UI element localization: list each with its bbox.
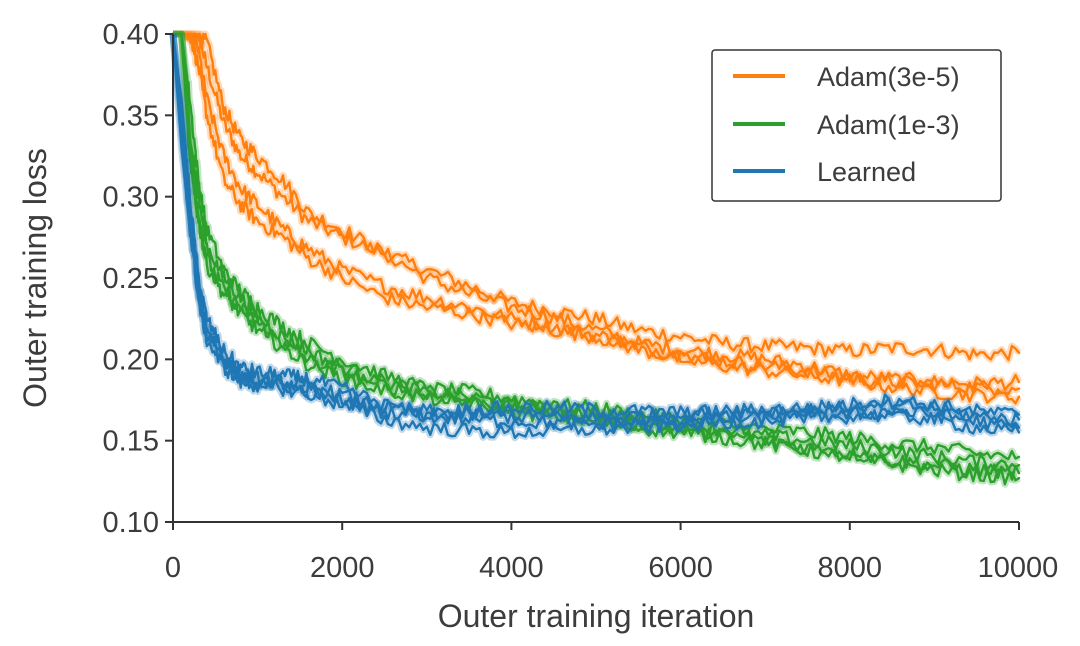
x-tick-label: 4000 (479, 552, 544, 584)
legend-entry-adam-3e-5: Adam(3e-5) (733, 62, 960, 92)
x-tick-label: 10000 (978, 552, 1059, 584)
y-tick-label: 0.40 (103, 19, 159, 51)
series-line-adam-3e-5-run-1 (171, 32, 1021, 362)
legend-label-adam-3e-5: Adam(3e-5) (817, 62, 960, 92)
y-tick-label: 0.30 (103, 182, 159, 214)
legend-entry-adam-1e-3: Adam(1e-3) (733, 110, 960, 140)
y-tick-label: 0.35 (103, 100, 159, 132)
series-line-learned-run-1 (171, 32, 1021, 432)
series-adam-1e-3 (170, 30, 1023, 488)
y-tick-label: 0.20 (103, 344, 159, 376)
series-line-learned-run-4 (171, 32, 1021, 439)
legend-box (711, 49, 1002, 202)
y-axis-label: Outer training loss (17, 148, 53, 408)
y-tick-label: 0.15 (103, 426, 159, 458)
series-line-adam-1e-3-run-3 (171, 32, 1021, 481)
x-ticks: 0 2000 4000 6000 8000 10000 (165, 522, 1058, 584)
y-ticks: 0.10 0.15 0.20 0.25 0.30 0.35 0.40 (103, 19, 173, 539)
x-tick-label: 8000 (818, 552, 883, 584)
series-line-adam-1e-3-run-1 (171, 32, 1021, 461)
legend-label-adam-1e-3: Adam(1e-3) (817, 110, 960, 140)
legend-label-learned: Learned (817, 157, 916, 187)
x-tick-label: 2000 (310, 552, 375, 584)
legend: Adam(3e-5) Adam(1e-3) Learned (711, 49, 1002, 202)
legend-entry-learned: Learned (733, 157, 916, 187)
x-tick-label: 0 (165, 552, 181, 584)
series-line-adam-1e-3-run-2 (171, 32, 1021, 472)
x-axis-label: Outer training iteration (438, 598, 755, 634)
y-tick-label: 0.10 (103, 507, 159, 539)
series-learned (169, 32, 1023, 442)
plot-area (169, 30, 1023, 488)
series-adam-3e-5 (170, 30, 1023, 407)
series-line-adam-3e-5-run-2 (171, 32, 1021, 391)
y-tick-label: 0.25 (103, 263, 159, 295)
x-tick-label: 6000 (648, 552, 713, 584)
series-line-learned-run-3 (171, 32, 1021, 423)
series-line-adam-3e-5-run-4 (171, 32, 1021, 405)
